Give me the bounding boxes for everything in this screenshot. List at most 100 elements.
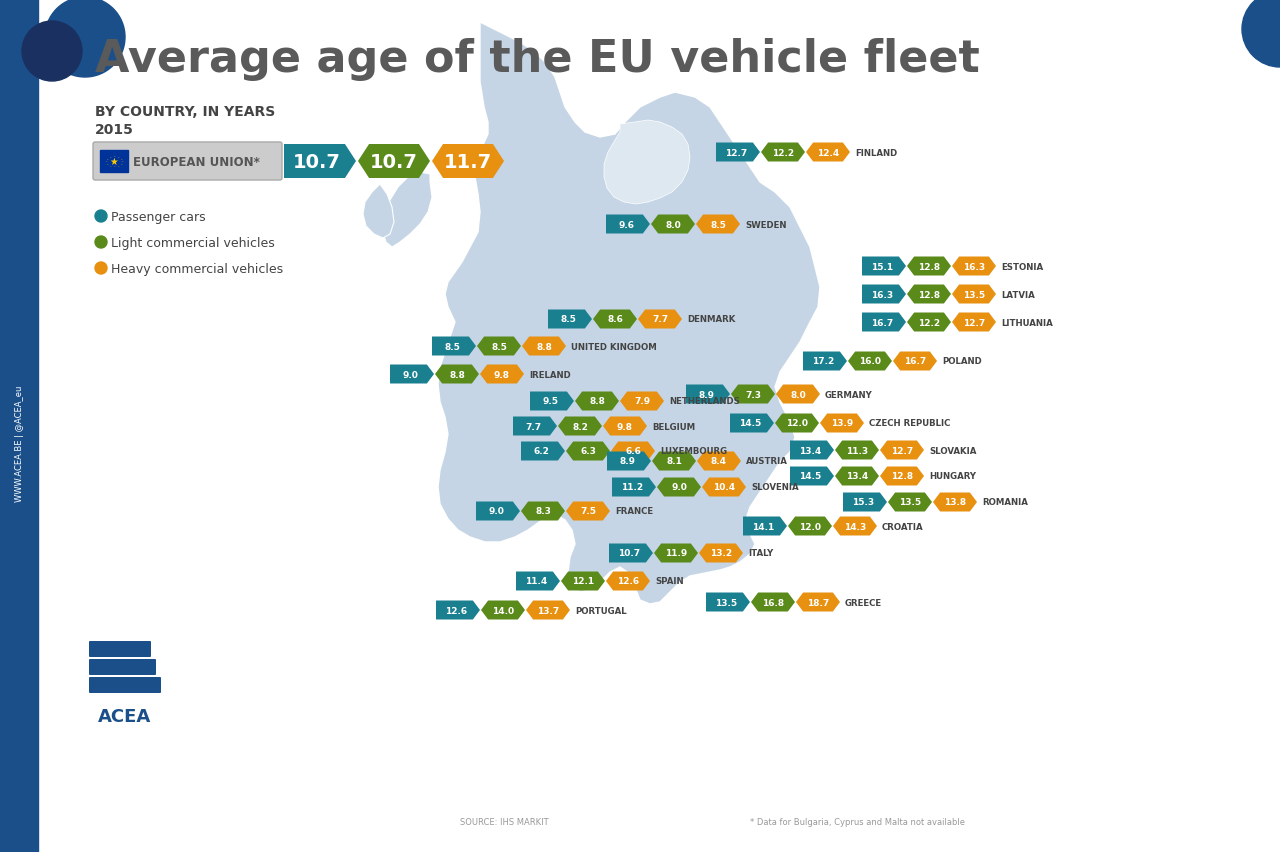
Polygon shape: [707, 593, 750, 612]
Text: 10.7: 10.7: [370, 153, 419, 171]
Text: 16.3: 16.3: [963, 262, 986, 271]
Text: 16.7: 16.7: [872, 318, 893, 327]
Text: ·: ·: [105, 159, 106, 164]
Text: 12.0: 12.0: [786, 419, 808, 428]
Polygon shape: [605, 216, 650, 234]
Text: 12.0: 12.0: [799, 522, 820, 531]
Text: POLAND: POLAND: [942, 357, 982, 366]
Text: ·: ·: [113, 164, 115, 170]
Text: CROATIA: CROATIA: [882, 522, 924, 531]
Polygon shape: [603, 417, 646, 436]
Text: 8.5: 8.5: [444, 343, 460, 351]
Polygon shape: [835, 467, 879, 486]
Text: 8.6: 8.6: [607, 315, 623, 324]
Polygon shape: [861, 285, 906, 304]
Polygon shape: [575, 392, 620, 411]
Polygon shape: [390, 365, 434, 384]
Text: ESTONIA: ESTONIA: [1001, 262, 1043, 271]
Polygon shape: [861, 257, 906, 276]
Text: ·: ·: [118, 155, 119, 160]
Text: 11.7: 11.7: [444, 153, 492, 171]
Polygon shape: [637, 310, 682, 329]
Polygon shape: [751, 593, 795, 612]
Text: LITHUANIA: LITHUANIA: [1001, 318, 1052, 327]
Text: GERMANY: GERMANY: [826, 390, 873, 399]
Polygon shape: [698, 452, 741, 471]
FancyBboxPatch shape: [93, 143, 282, 181]
Text: 12.7: 12.7: [724, 148, 748, 158]
Text: 12.6: 12.6: [445, 606, 467, 615]
Text: IRELAND: IRELAND: [529, 370, 571, 379]
Text: HUNGARY: HUNGARY: [929, 472, 975, 481]
FancyBboxPatch shape: [90, 659, 156, 675]
Polygon shape: [558, 417, 602, 436]
Bar: [100, 151, 128, 173]
Text: 9.8: 9.8: [617, 422, 634, 431]
Polygon shape: [284, 145, 356, 179]
Text: 13.5: 13.5: [963, 291, 986, 299]
Text: FRANCE: FRANCE: [614, 507, 653, 516]
Text: 12.7: 12.7: [963, 318, 986, 327]
Text: 13.9: 13.9: [831, 419, 854, 428]
Text: 11.3: 11.3: [846, 446, 868, 455]
Polygon shape: [620, 392, 664, 411]
Text: ·: ·: [122, 159, 123, 164]
Text: 14.3: 14.3: [844, 522, 867, 531]
Text: ·: ·: [106, 162, 108, 167]
Text: 8.5: 8.5: [561, 315, 576, 324]
Text: BY COUNTRY, IN YEARS: BY COUNTRY, IN YEARS: [95, 105, 275, 119]
Polygon shape: [604, 121, 690, 204]
Text: ACEA: ACEA: [99, 707, 151, 725]
Polygon shape: [612, 478, 655, 497]
Text: NETHERLANDS: NETHERLANDS: [669, 397, 740, 406]
Text: GREECE: GREECE: [845, 598, 882, 607]
Polygon shape: [476, 502, 520, 521]
Text: ·: ·: [106, 157, 108, 162]
Text: 8.9: 8.9: [620, 457, 635, 466]
Polygon shape: [790, 467, 835, 486]
Text: 9.6: 9.6: [618, 220, 634, 229]
Polygon shape: [433, 337, 476, 356]
Text: 12.2: 12.2: [918, 318, 940, 327]
Circle shape: [22, 22, 82, 82]
Polygon shape: [657, 478, 701, 497]
Text: 15.3: 15.3: [852, 498, 874, 507]
Text: SLOVAKIA: SLOVAKIA: [929, 446, 977, 455]
Text: 11.9: 11.9: [664, 549, 687, 558]
Polygon shape: [952, 257, 996, 276]
Polygon shape: [521, 502, 564, 521]
Text: 12.8: 12.8: [918, 262, 940, 271]
Polygon shape: [654, 544, 698, 563]
Text: CZECH REPUBLIC: CZECH REPUBLIC: [869, 419, 950, 428]
Polygon shape: [861, 314, 906, 332]
Text: SOURCE: IHS MARKIT: SOURCE: IHS MARKIT: [460, 818, 549, 826]
FancyBboxPatch shape: [90, 642, 151, 657]
Text: ·: ·: [118, 164, 119, 169]
Bar: [0, 0, 38, 852]
Polygon shape: [933, 493, 977, 512]
Polygon shape: [609, 544, 653, 563]
Text: WWW.ACEA.BE | @ACEA_eu: WWW.ACEA.BE | @ACEA_eu: [14, 385, 23, 501]
Text: ·: ·: [120, 162, 122, 167]
Text: 16.8: 16.8: [762, 598, 785, 607]
Polygon shape: [611, 442, 655, 461]
Text: ·: ·: [120, 157, 122, 162]
Polygon shape: [844, 493, 887, 512]
Text: 18.7: 18.7: [806, 598, 829, 607]
Text: 7.7: 7.7: [652, 315, 668, 324]
Polygon shape: [435, 365, 479, 384]
Circle shape: [1242, 0, 1280, 68]
Polygon shape: [364, 185, 394, 239]
Text: 7.5: 7.5: [580, 507, 596, 516]
Text: 14.5: 14.5: [739, 419, 762, 428]
Circle shape: [95, 210, 108, 222]
Polygon shape: [716, 143, 760, 163]
Text: 9.0: 9.0: [671, 483, 687, 492]
Polygon shape: [833, 517, 877, 536]
Text: ROMANIA: ROMANIA: [982, 498, 1028, 507]
Text: SWEDEN: SWEDEN: [745, 220, 786, 229]
Text: 8.4: 8.4: [710, 457, 727, 466]
Polygon shape: [477, 337, 521, 356]
Text: 6.3: 6.3: [580, 447, 596, 456]
Polygon shape: [438, 23, 820, 604]
